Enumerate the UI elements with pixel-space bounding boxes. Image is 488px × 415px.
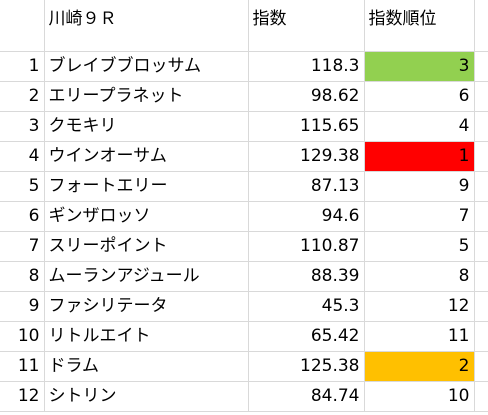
rank-value-cell[interactable]: 2 [364,351,475,382]
index-value-cell[interactable]: 45.3 [248,291,365,322]
index-header[interactable]: 指数 [248,0,365,52]
rank-value-cell[interactable]: 11 [364,321,475,352]
index-value-cell[interactable]: 129.38 [248,141,365,172]
rank-value-cell[interactable]: 12 [364,291,475,322]
row-number-cell[interactable]: 5 [0,171,45,202]
index-value-cell[interactable]: 118.3 [248,51,365,82]
index-value-cell[interactable]: 115.65 [248,111,365,142]
horse-name-cell[interactable]: スリーポイント [44,231,249,262]
row-number-cell[interactable]: 11 [0,351,45,382]
row-number-cell[interactable]: 3 [0,111,45,142]
row-number-cell[interactable]: 8 [0,261,45,292]
row-number-cell[interactable]: 1 [0,51,45,82]
rank-header[interactable]: 指数順位 [364,0,475,52]
row-number-cell[interactable]: 10 [0,321,45,352]
row-number-cell[interactable]: 7 [0,231,45,262]
index-value-cell[interactable]: 87.13 [248,171,365,202]
index-value-cell[interactable]: 65.42 [248,321,365,352]
header-row: 川崎９Ｒ 指数 指数順位 [0,0,488,52]
row-number-cell[interactable]: 12 [0,381,45,412]
race-name-header[interactable]: 川崎９Ｒ [44,0,249,52]
row-number-cell[interactable]: 6 [0,201,45,232]
horse-name-cell[interactable]: フォートエリー [44,171,249,202]
table-row: 6 ギンザロッソ 94.6 7 [0,201,488,232]
horse-name-cell[interactable]: シトリン [44,381,249,412]
rank-value-cell[interactable]: 6 [364,81,475,112]
index-value-cell[interactable]: 110.87 [248,231,365,262]
horse-name-cell[interactable]: ファシリテータ [44,291,249,322]
index-value-cell[interactable]: 84.74 [248,381,365,412]
horse-name-cell[interactable]: クモキリ [44,111,249,142]
table-row: 4 ウインオーサム 129.38 1 [0,141,488,172]
index-value-cell[interactable]: 98.62 [248,81,365,112]
empty-cell[interactable] [474,51,488,82]
horse-name-cell[interactable]: リトルエイト [44,321,249,352]
index-value-cell[interactable]: 88.39 [248,261,365,292]
rank-value-cell[interactable]: 7 [364,201,475,232]
table-row: 11 ドラム 125.38 2 [0,351,488,382]
empty-cell[interactable] [474,171,488,202]
table-row: 1 ブレイブブロッサム 118.3 3 [0,51,488,82]
horse-name-cell[interactable]: ムーランアジュール [44,261,249,292]
rank-value-cell[interactable]: 9 [364,171,475,202]
horse-name-cell[interactable]: ウインオーサム [44,141,249,172]
rank-value-cell[interactable]: 1 [364,141,475,172]
table-row: 7 スリーポイント 110.87 5 [0,231,488,262]
horse-name-cell[interactable]: ギンザロッソ [44,201,249,232]
table-row: 3 クモキリ 115.65 4 [0,111,488,142]
index-value-cell[interactable]: 94.6 [248,201,365,232]
row-number-cell[interactable]: 2 [0,81,45,112]
row-number-cell[interactable]: 4 [0,141,45,172]
table-row: 2 エリープラネット 98.62 6 [0,81,488,112]
table-row: 9 ファシリテータ 45.3 12 [0,291,488,322]
rank-value-cell[interactable]: 10 [364,381,475,412]
empty-cell[interactable] [474,321,488,352]
empty-cell[interactable] [474,291,488,322]
rank-value-cell[interactable]: 8 [364,261,475,292]
horse-name-cell[interactable]: エリープラネット [44,81,249,112]
table-row: 5 フォートエリー 87.13 9 [0,171,488,202]
empty-cell[interactable] [474,231,488,262]
empty-cell[interactable] [474,381,488,412]
rank-value-cell[interactable]: 3 [364,51,475,82]
row-number-cell[interactable]: 9 [0,291,45,322]
empty-cell[interactable] [474,81,488,112]
cell-a1[interactable] [0,0,45,52]
rank-value-cell[interactable]: 4 [364,111,475,142]
cell-e1[interactable] [474,0,488,52]
empty-cell[interactable] [474,261,488,292]
rank-value-cell[interactable]: 5 [364,231,475,262]
empty-cell[interactable] [474,351,488,382]
empty-cell[interactable] [474,141,488,172]
table-row: 10 リトルエイト 65.42 11 [0,321,488,352]
horse-name-cell[interactable]: ブレイブブロッサム [44,51,249,82]
index-value-cell[interactable]: 125.38 [248,351,365,382]
empty-cell[interactable] [474,201,488,232]
empty-cell[interactable] [474,111,488,142]
horse-name-cell[interactable]: ドラム [44,351,249,382]
table-row: 8 ムーランアジュール 88.39 8 [0,261,488,292]
table-row: 12 シトリン 84.74 10 [0,381,488,412]
